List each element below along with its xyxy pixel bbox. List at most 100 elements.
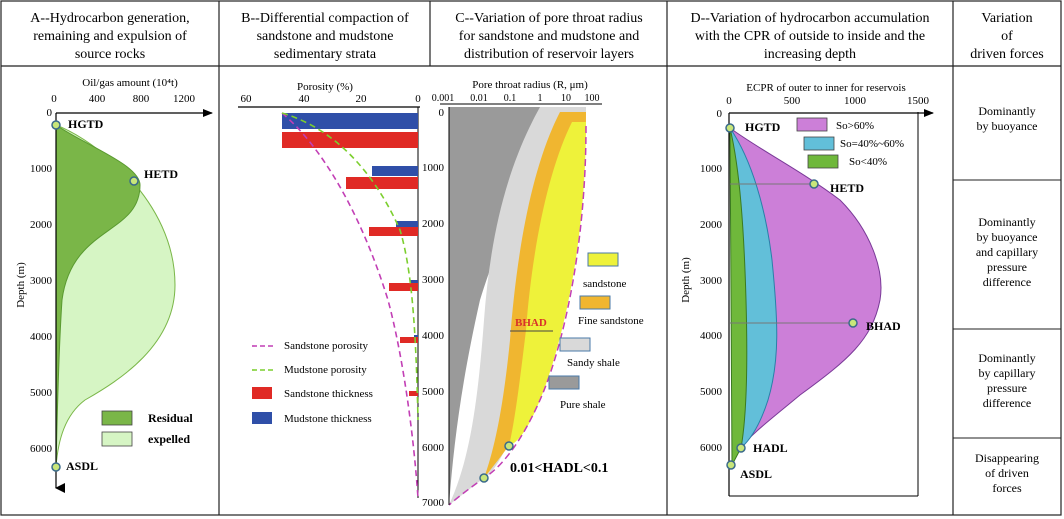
panel-c-title-1: C--Variation of pore throat radius xyxy=(455,11,642,26)
sandstone-area xyxy=(509,122,586,446)
panel-b-title-2: sandstone and mudstone xyxy=(257,29,394,44)
force-row-4-line: of driven xyxy=(985,466,1029,480)
asdl-label: ASDL xyxy=(66,459,98,473)
panel-a-axis-label: Oil/gas amount (10⁴t) xyxy=(82,77,178,89)
panel-c-ytick: 0 xyxy=(439,107,445,119)
force-row-3-line: pressure xyxy=(987,381,1027,395)
legend-sandstone-label: sandstone xyxy=(583,278,627,290)
legend-mudstone-thickness-label: Mudstone thickness xyxy=(284,413,372,425)
hetd-label: HETD xyxy=(144,167,178,181)
legend-residual-swatch xyxy=(101,410,133,426)
force-row-2-line: pressure xyxy=(987,260,1027,274)
force-row-2-line: and capillary xyxy=(976,245,1038,259)
hgtd-label: HGTD xyxy=(68,117,104,131)
force-row-4-line: forces xyxy=(992,481,1022,495)
legend-expelled-label: expelled xyxy=(148,432,190,446)
legend-sandstone-thickness-swatch xyxy=(252,387,272,399)
asdl-point xyxy=(726,460,736,470)
panel-c-y-ticks: 0 1000 2000 3000 4000 5000 6000 7000 xyxy=(422,107,445,509)
panel-d-xtick: 500 xyxy=(784,95,801,107)
so40-area xyxy=(729,127,748,466)
panel-a-x-ticks: 0 400 800 1200 xyxy=(51,93,195,105)
legend-sandstone-swatch xyxy=(587,252,619,267)
panel-c-ytick: 6000 xyxy=(422,442,445,454)
asdl-label: ASDL xyxy=(740,467,772,481)
legend-so60-swatch xyxy=(796,117,828,132)
panel-d-ytick: 6000 xyxy=(700,442,723,454)
panel-d-ytick: 2000 xyxy=(700,219,723,231)
legend-fine-sandstone-label: Fine sandstone xyxy=(578,315,644,327)
panel-c-ytick: 3000 xyxy=(422,274,445,286)
panel-c-boundary-curve xyxy=(448,125,587,506)
mudstone-bar xyxy=(414,335,418,338)
legend-so40-swatch xyxy=(807,154,839,169)
panel-d-ytick: 4000 xyxy=(700,330,723,342)
hgtd-point xyxy=(51,120,61,130)
panel-a-xtick: 400 xyxy=(89,93,106,105)
hetd-point xyxy=(809,179,819,189)
legend-so60-label: So>60% xyxy=(836,120,874,132)
sandstone-bar xyxy=(282,132,418,148)
panel-a-title-2: remaining and expulsion of xyxy=(33,29,187,44)
legend-sandy-shale-label: Sandy shale xyxy=(567,357,620,369)
panel-a-ytick: 6000 xyxy=(30,443,53,455)
sandstone-bar xyxy=(369,227,418,236)
panel-a-title-3: source rocks xyxy=(75,47,145,62)
panel-e-title-1: Variation xyxy=(981,11,1032,26)
force-row-1-line: Dominantly xyxy=(978,104,1035,118)
panel-c-title-2: for sandstone and mudstone and xyxy=(459,29,639,44)
asdl-point xyxy=(479,473,489,483)
panel-a: Oil/gas amount (10⁴t) 0 400 800 1200 0 1… xyxy=(15,77,213,493)
panel-d-xtick: 1500 xyxy=(907,95,930,107)
legend-residual-label: Residual xyxy=(148,411,193,425)
hadl-label: HADL xyxy=(753,441,788,455)
panel-b: Porosity (%) 60 40 20 0 Sandstone porosi… xyxy=(238,81,421,499)
panel-c-xtick: 0.01 xyxy=(470,93,488,104)
bhad-point xyxy=(848,318,858,328)
panel-b-title-1: B--Differential compaction of xyxy=(241,11,409,26)
panel-a-ytick: 0 xyxy=(47,107,53,119)
panel-d-y-ticks: 0 1000 2000 3000 4000 5000 6000 xyxy=(700,108,723,454)
sandstone-porosity-curve xyxy=(281,112,419,499)
legend-fine-sandstone-swatch xyxy=(579,295,611,310)
panel-c-title-3: distribution of reservoir layers xyxy=(464,47,634,62)
panel-c-ytick: 4000 xyxy=(422,330,445,342)
panel-d-y-label: Depth (m) xyxy=(680,257,692,303)
panel-a-ytick: 3000 xyxy=(30,275,53,287)
pure-shale-area xyxy=(449,107,586,505)
panel-d-title-1: D--Variation of hydrocarbon accumulation xyxy=(690,11,929,26)
mudstone-bar xyxy=(396,221,418,227)
legend-so40-60-label: So=40%~60% xyxy=(840,138,904,150)
mudstone-bar xyxy=(282,113,418,129)
panel-c-xtick: 0.1 xyxy=(504,93,517,104)
legend-pure-shale-label: Pure shale xyxy=(560,399,606,411)
force-row-3-line: Dominantly xyxy=(978,351,1035,365)
bhad-label: BHAD xyxy=(515,317,547,329)
panel-d-ytick: 0 xyxy=(717,108,723,120)
panel-a-xtick: 800 xyxy=(133,93,150,105)
legend-so40-label: So<40% xyxy=(849,156,887,168)
panel-d: ECPR of outer to inner for reservois 0 5… xyxy=(680,82,934,497)
panel-e: Dominantly by buoyance Dominantly by buo… xyxy=(975,104,1039,495)
panel-d-xtick: 0 xyxy=(726,95,732,107)
asdl-point xyxy=(51,462,61,472)
legend-sandy-shale-swatch xyxy=(559,337,591,352)
panel-d-ytick: 3000 xyxy=(700,275,723,287)
legend-sandstone-thickness-label: Sandstone thickness xyxy=(284,388,373,400)
panel-c-ytick: 2000 xyxy=(422,218,445,230)
mudstone-porosity-curve xyxy=(281,112,419,421)
panel-b-xtick: 20 xyxy=(356,93,368,105)
header-titles: A--Hydrocarbon generation, remaining and… xyxy=(30,11,1043,62)
force-row-3-line: by capillary xyxy=(979,366,1036,380)
force-row-4-line: Disappearing xyxy=(975,451,1039,465)
panel-c: Pore throat radius (R, μm) 0.001 0.01 0.… xyxy=(422,79,644,509)
panel-c-ytick: 7000 xyxy=(422,497,445,509)
panel-b-xtick: 60 xyxy=(241,93,253,105)
legend-sandstone-porosity-label: Sandstone porosity xyxy=(284,340,369,352)
panel-c-xtick: 100 xyxy=(585,93,600,104)
panel-a-xtick: 0 xyxy=(51,93,57,105)
force-row-2-line: by buoyance xyxy=(977,230,1038,244)
force-row-2-line: Dominantly xyxy=(978,215,1035,229)
mudstone-bar xyxy=(372,166,418,176)
hadl-range-text: 0.01<HADL<0.1 xyxy=(510,461,608,476)
